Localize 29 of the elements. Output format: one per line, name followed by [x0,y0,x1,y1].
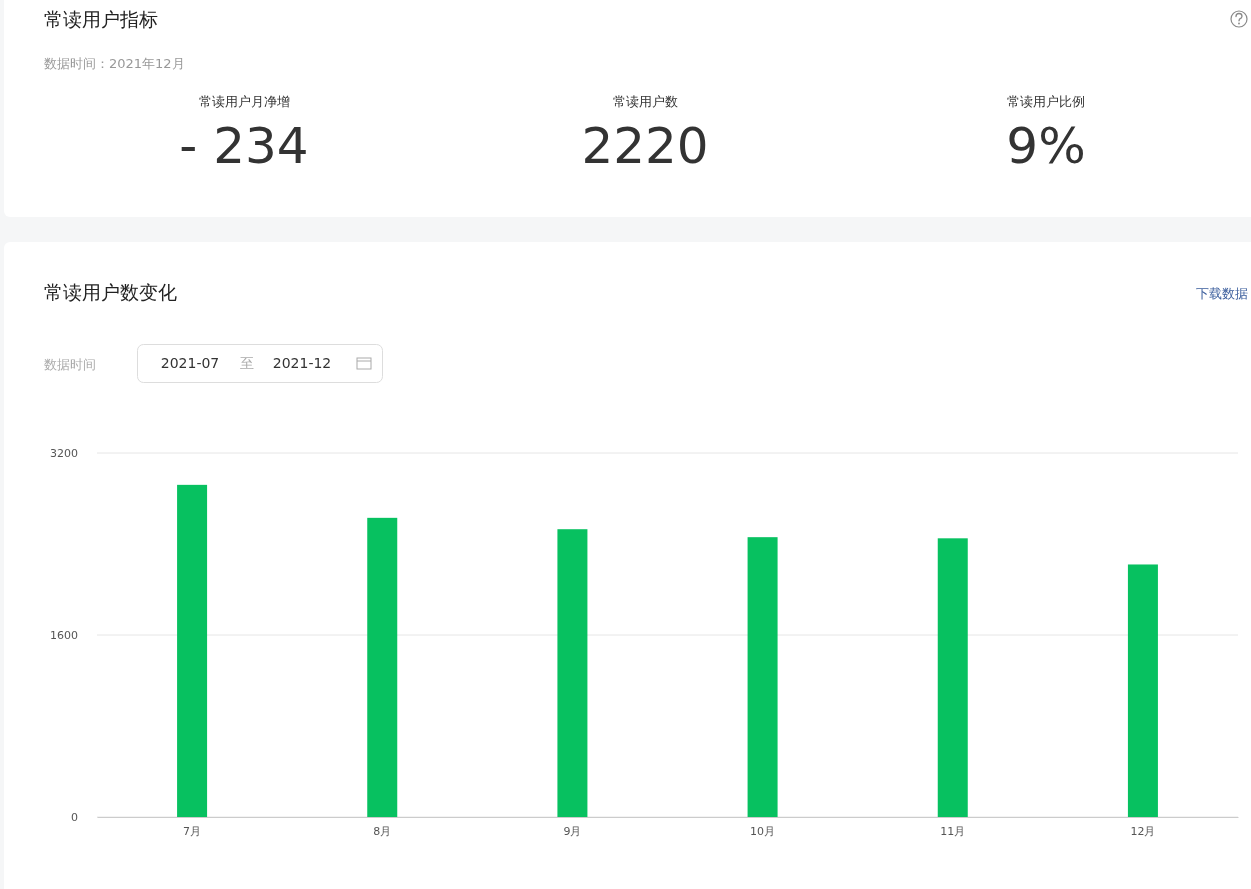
y-tick-label: 0 [71,811,78,825]
chart-title: 常读用户数变化 [44,281,177,303]
x-tick-label: 8月 [373,824,392,838]
text: 数据时间：2021年12月 [44,56,185,71]
bar [937,538,968,817]
text: 常读用户指标 [44,8,158,30]
bar [177,484,208,817]
x-tick-label: 12月 [1130,824,1156,838]
text: 常读用户数 [612,94,678,109]
bar [557,529,588,817]
text: 2220 [581,117,709,175]
bar [1127,564,1158,817]
y-tick-label: 3200 [50,447,78,461]
x-tick-label: 9月 [563,824,582,838]
bar [367,517,398,817]
x-tick-label: 7月 [183,824,202,838]
x-tick-label: 10月 [750,824,776,838]
text: 2021-07 [160,355,220,371]
text: 数据时间 [44,357,96,372]
text: 2021-12 [272,355,332,371]
text: 下载数据 [1196,286,1248,301]
text: 9% [1006,117,1086,175]
text: 常读用户月净增 [198,94,290,109]
text: - 234 [179,117,309,175]
x-tick-label: 11月 [940,824,966,838]
text: 至 [240,355,254,371]
bar [747,537,778,817]
y-tick-label: 1600 [50,629,78,643]
text: 常读用户比例 [1007,94,1085,109]
